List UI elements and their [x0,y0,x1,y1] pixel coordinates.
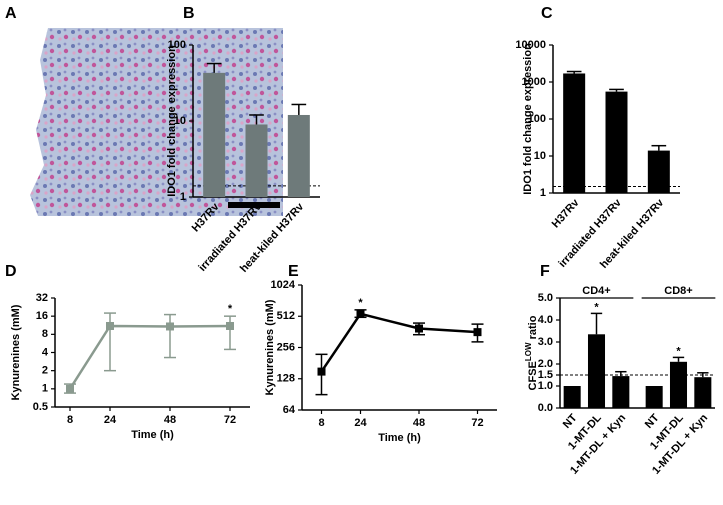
histology-image [20,28,283,216]
data-line [320,312,478,373]
y-tick-label: 100 [168,39,186,51]
y-axis-label: IDO1 fold change expression [522,43,534,195]
x-tick-label: 8 [67,414,73,426]
y-tick-label: 2 [42,365,48,377]
panel-letter: F [540,263,550,280]
bar [203,72,226,197]
y-axis-label: Kynurenines (mM) [264,299,276,395]
y-tick-label: 10 [534,150,546,162]
y-axis-label: CFSELOW ratio [524,315,539,390]
data-point [473,328,482,337]
bar [587,334,606,408]
x-axis-label: Time (h) [378,432,421,444]
y-tick-label: 100 [528,113,546,125]
bar [647,150,670,193]
y-tick-label: 0.0 [538,402,553,414]
y-tick-label: 4 [42,346,49,358]
y-axis-label-part: LOW [524,342,533,361]
bar [645,386,663,408]
panel-letter: C [541,5,553,22]
y-axis-label-part: CFSE [527,361,539,390]
y-tick-label: 16 [36,310,48,322]
x-tick-label: 48 [164,414,176,426]
y-tick-label: 32 [36,292,48,304]
y-tick-label: 10000 [515,39,546,51]
y-tick-label: 2.0 [538,358,553,370]
y-tick-label: 512 [277,310,295,322]
y-tick-label: 1 [540,187,546,199]
panel-letter: D [5,263,17,280]
x-tick-label: 72 [471,417,483,429]
y-tick-label: 1 [42,383,48,395]
y-tick-label: 128 [277,373,295,385]
y-tick-label: 3.0 [538,336,553,348]
data-point [226,321,234,330]
x-tick-label: 48 [413,417,425,429]
x-tick-label: 24 [104,414,117,426]
data-point [106,321,114,330]
panel-letter: B [183,5,195,22]
x-tick-label: 72 [224,414,236,426]
y-tick-label: 8 [42,328,48,340]
scale-bar [228,202,280,208]
y-tick-label: 10 [174,115,186,127]
annotation: * [228,303,233,315]
annotation: * [594,301,599,313]
y-tick-label: 1 [180,191,186,203]
group-label: CD4+ [582,285,610,297]
data-point [356,309,365,318]
x-tick-label: H37Rv [550,196,582,230]
bar [563,386,581,408]
data-point [415,324,423,333]
bar [287,114,310,197]
data-point [317,367,326,376]
y-tick-label: 1.5 [538,369,553,381]
y-tick-label: 64 [283,404,296,416]
x-axis-label: Time (h) [131,429,174,441]
y-tick-label: 1024 [271,279,296,291]
panel-letter: A [5,5,17,22]
bar [605,91,628,193]
y-tick-label: 0.5 [33,401,48,413]
annotation: * [358,297,363,309]
x-tick-label: NT [643,412,662,431]
group-label: CD8+ [664,285,692,297]
y-tick-label: 256 [277,341,295,353]
panel-letter: E [288,263,299,280]
y-tick-label: 5.0 [538,292,553,304]
bar [245,124,268,197]
bar [669,361,688,408]
data-point [66,384,74,393]
y-axis-label: IDO1 fold change expression [166,45,178,197]
data-line [68,324,231,390]
x-tick-label: 24 [354,417,367,429]
y-axis-label-part: ratio [527,315,539,339]
bar [563,73,586,193]
y-tick-label: 1.0 [538,380,553,392]
annotation: * [676,345,681,357]
bar [694,377,712,408]
y-tick-label: 1000 [522,76,546,88]
y-tick-label: 4.0 [538,314,553,326]
x-tick-label: NT [561,412,580,431]
data-point [166,322,174,331]
x-tick-label: 8 [318,417,324,429]
y-axis-label: Kynurenines (mM) [10,304,22,400]
bar [612,376,630,408]
